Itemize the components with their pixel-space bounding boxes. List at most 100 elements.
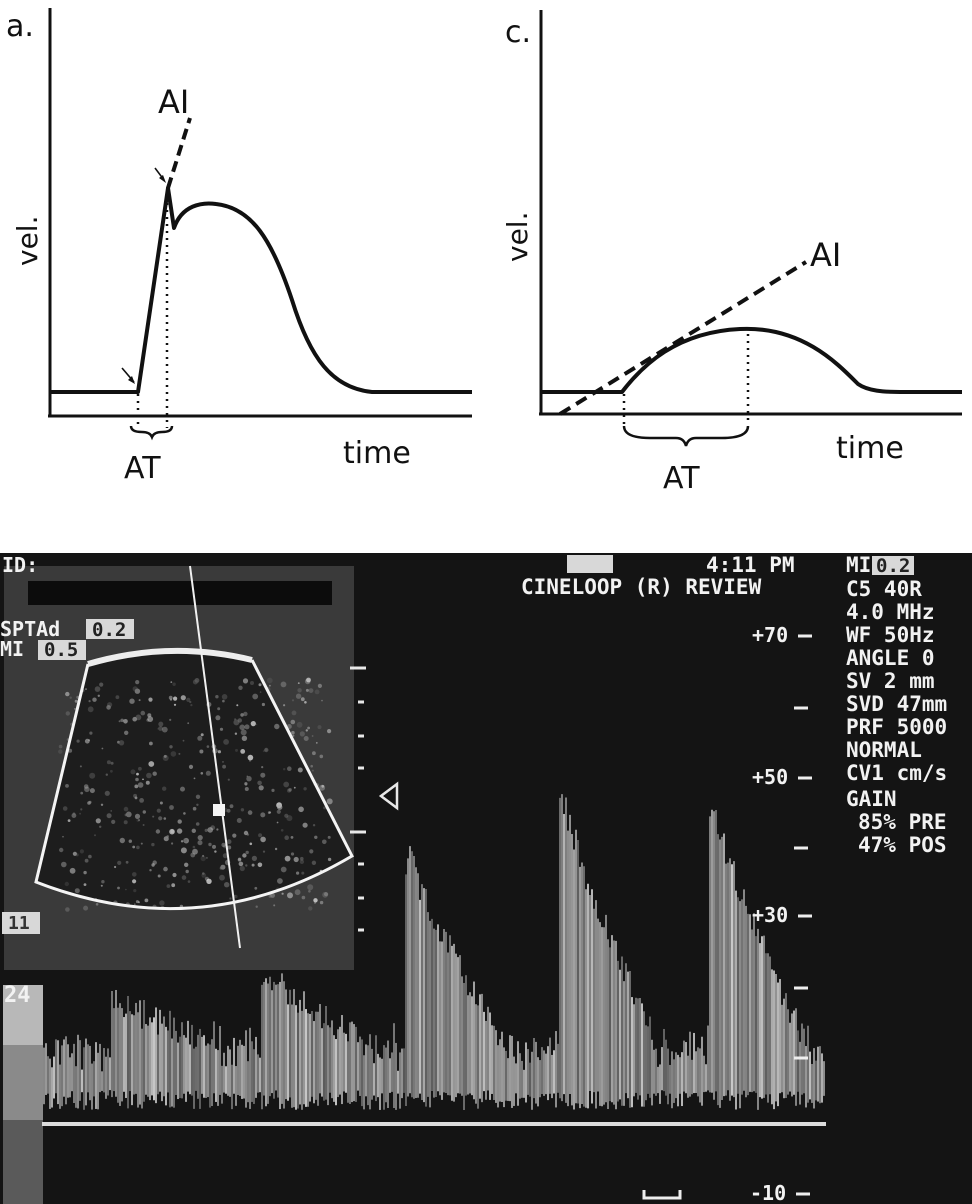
b-mode-speckle: [291, 730, 295, 735]
b-mode-speckle: [300, 856, 304, 861]
b-mode-speckle: [306, 677, 311, 683]
b-mode-speckle: [134, 784, 139, 789]
b-mode-speckle: [311, 769, 314, 772]
b-mode-speckle: [110, 769, 113, 773]
b-mode-speckle: [206, 878, 212, 884]
gain-marker: 24: [4, 983, 31, 1008]
b-mode-speckle: [243, 830, 249, 836]
b-mode-speckle: [287, 788, 291, 793]
setting-mode: NORMAL: [846, 738, 922, 762]
b-mode-speckle: [65, 907, 70, 912]
b-mode-speckle: [312, 751, 316, 756]
b-mode-speckle: [260, 836, 266, 843]
b-mode-speckle: [80, 791, 84, 795]
b-mode-speckle: [123, 719, 128, 724]
b-mode-speckle: [219, 866, 223, 870]
b-mode-speckle: [297, 767, 303, 773]
b-mode-speckle: [114, 865, 117, 869]
b-mode-speckle: [283, 781, 290, 788]
b-mode-speckle: [205, 770, 211, 776]
setting-angle: ANGLE 0: [846, 646, 935, 670]
b-mode-speckle: [251, 863, 255, 867]
b-mode-speckle: [158, 721, 164, 727]
b-mode-speckle: [308, 688, 314, 693]
b-mode-speckle: [311, 860, 317, 865]
panel-a-peak-arrow-icon: [154, 167, 166, 183]
b-mode-speckle: [290, 836, 294, 839]
b-mode-speckle: [212, 844, 216, 849]
b-mode-speckle: [301, 895, 306, 900]
b-mode-speckle: [223, 739, 230, 745]
b-mode-speckle: [180, 786, 185, 792]
b-mode-speckle: [138, 901, 140, 904]
b-mode-speckle: [217, 707, 221, 711]
doppler-ultrasound-image: ID: SPTAd 0.2 MI 0.5 11 24 4:11 PM CINEL…: [0, 553, 972, 1204]
b-mode-speckle: [229, 804, 234, 809]
b-mode-speckle: [74, 708, 76, 710]
b-mode-speckle: [83, 870, 87, 875]
b-mode-speckle: [286, 815, 293, 822]
b-mode-speckle: [293, 786, 296, 789]
b-mode-speckle: [262, 850, 266, 853]
b-mode-speckle: [240, 729, 247, 736]
b-mode-speckle: [170, 681, 173, 683]
spta-label: SPTAd: [0, 617, 60, 641]
b-mode-speckle: [110, 810, 112, 812]
b-mode-speckle: [130, 769, 136, 775]
b-mode-speckle: [317, 725, 322, 730]
b-mode-speckle: [132, 845, 136, 849]
b-mode-speckle: [176, 828, 183, 834]
b-mode-speckle: [208, 842, 212, 847]
b-mode-speckle: [80, 808, 83, 811]
b-mode-speckle: [245, 864, 248, 867]
b-mode-speckle: [132, 872, 137, 877]
b-mode-speckle: [74, 699, 78, 703]
b-mode-speckle: [260, 812, 266, 818]
b-mode-speckle: [123, 806, 129, 812]
b-mode-speckle: [222, 761, 224, 763]
b-mode-speckle: [106, 760, 111, 765]
b-mode-speckle: [101, 880, 105, 884]
b-mode-speckle: [123, 820, 128, 825]
b-mode-speckle: [135, 900, 139, 904]
b-mode-speckle: [172, 872, 177, 878]
b-mode-speckle: [297, 682, 300, 684]
b-mode-speckle: [242, 853, 247, 858]
b-mode-speckle: [317, 683, 322, 689]
b-mode-speckle: [158, 816, 163, 821]
b-mode-speckle: [65, 691, 70, 697]
sample-volume-marker: [213, 804, 225, 816]
b-mode-speckle: [299, 859, 305, 864]
b-mode-speckle: [277, 878, 283, 884]
b-mode-speckle: [76, 739, 80, 743]
b-mode-speckle: [144, 898, 149, 903]
b-mode-speckle: [219, 727, 224, 731]
b-mode-speckle: [322, 839, 327, 845]
b-mode-speckle: [190, 852, 196, 858]
b-mode-speckle: [234, 732, 238, 735]
scale-label-50: +50: [752, 765, 788, 789]
b-mode-speckle: [145, 780, 150, 785]
b-mode-speckle: [254, 886, 258, 890]
b-mode-speckle: [290, 719, 296, 725]
b-mode-speckle: [161, 726, 168, 733]
b-mode-speckle: [292, 734, 295, 737]
b-mode-speckle: [311, 735, 314, 737]
b-mode-speckle: [58, 749, 63, 754]
b-mode-speckle: [134, 688, 141, 694]
panel-a-at-label: AT: [124, 451, 161, 486]
b-mode-speckle: [281, 892, 284, 895]
b-mode-speckle: [142, 824, 145, 826]
b-mode-speckle: [274, 847, 278, 851]
b-mode-speckle: [299, 731, 305, 737]
b-mode-speckle: [197, 835, 203, 841]
b-mode-speckle: [219, 874, 225, 881]
b-mode-speckle: [269, 684, 271, 687]
b-mode-speckle: [239, 724, 245, 731]
b-mode-speckle: [132, 879, 137, 884]
b-mode-speckle: [319, 754, 324, 759]
b-mode-speckle: [100, 803, 104, 806]
b-mode-speckle: [264, 747, 269, 753]
ultrasound-sector: [36, 650, 352, 909]
b-mode-speckle: [68, 748, 73, 753]
